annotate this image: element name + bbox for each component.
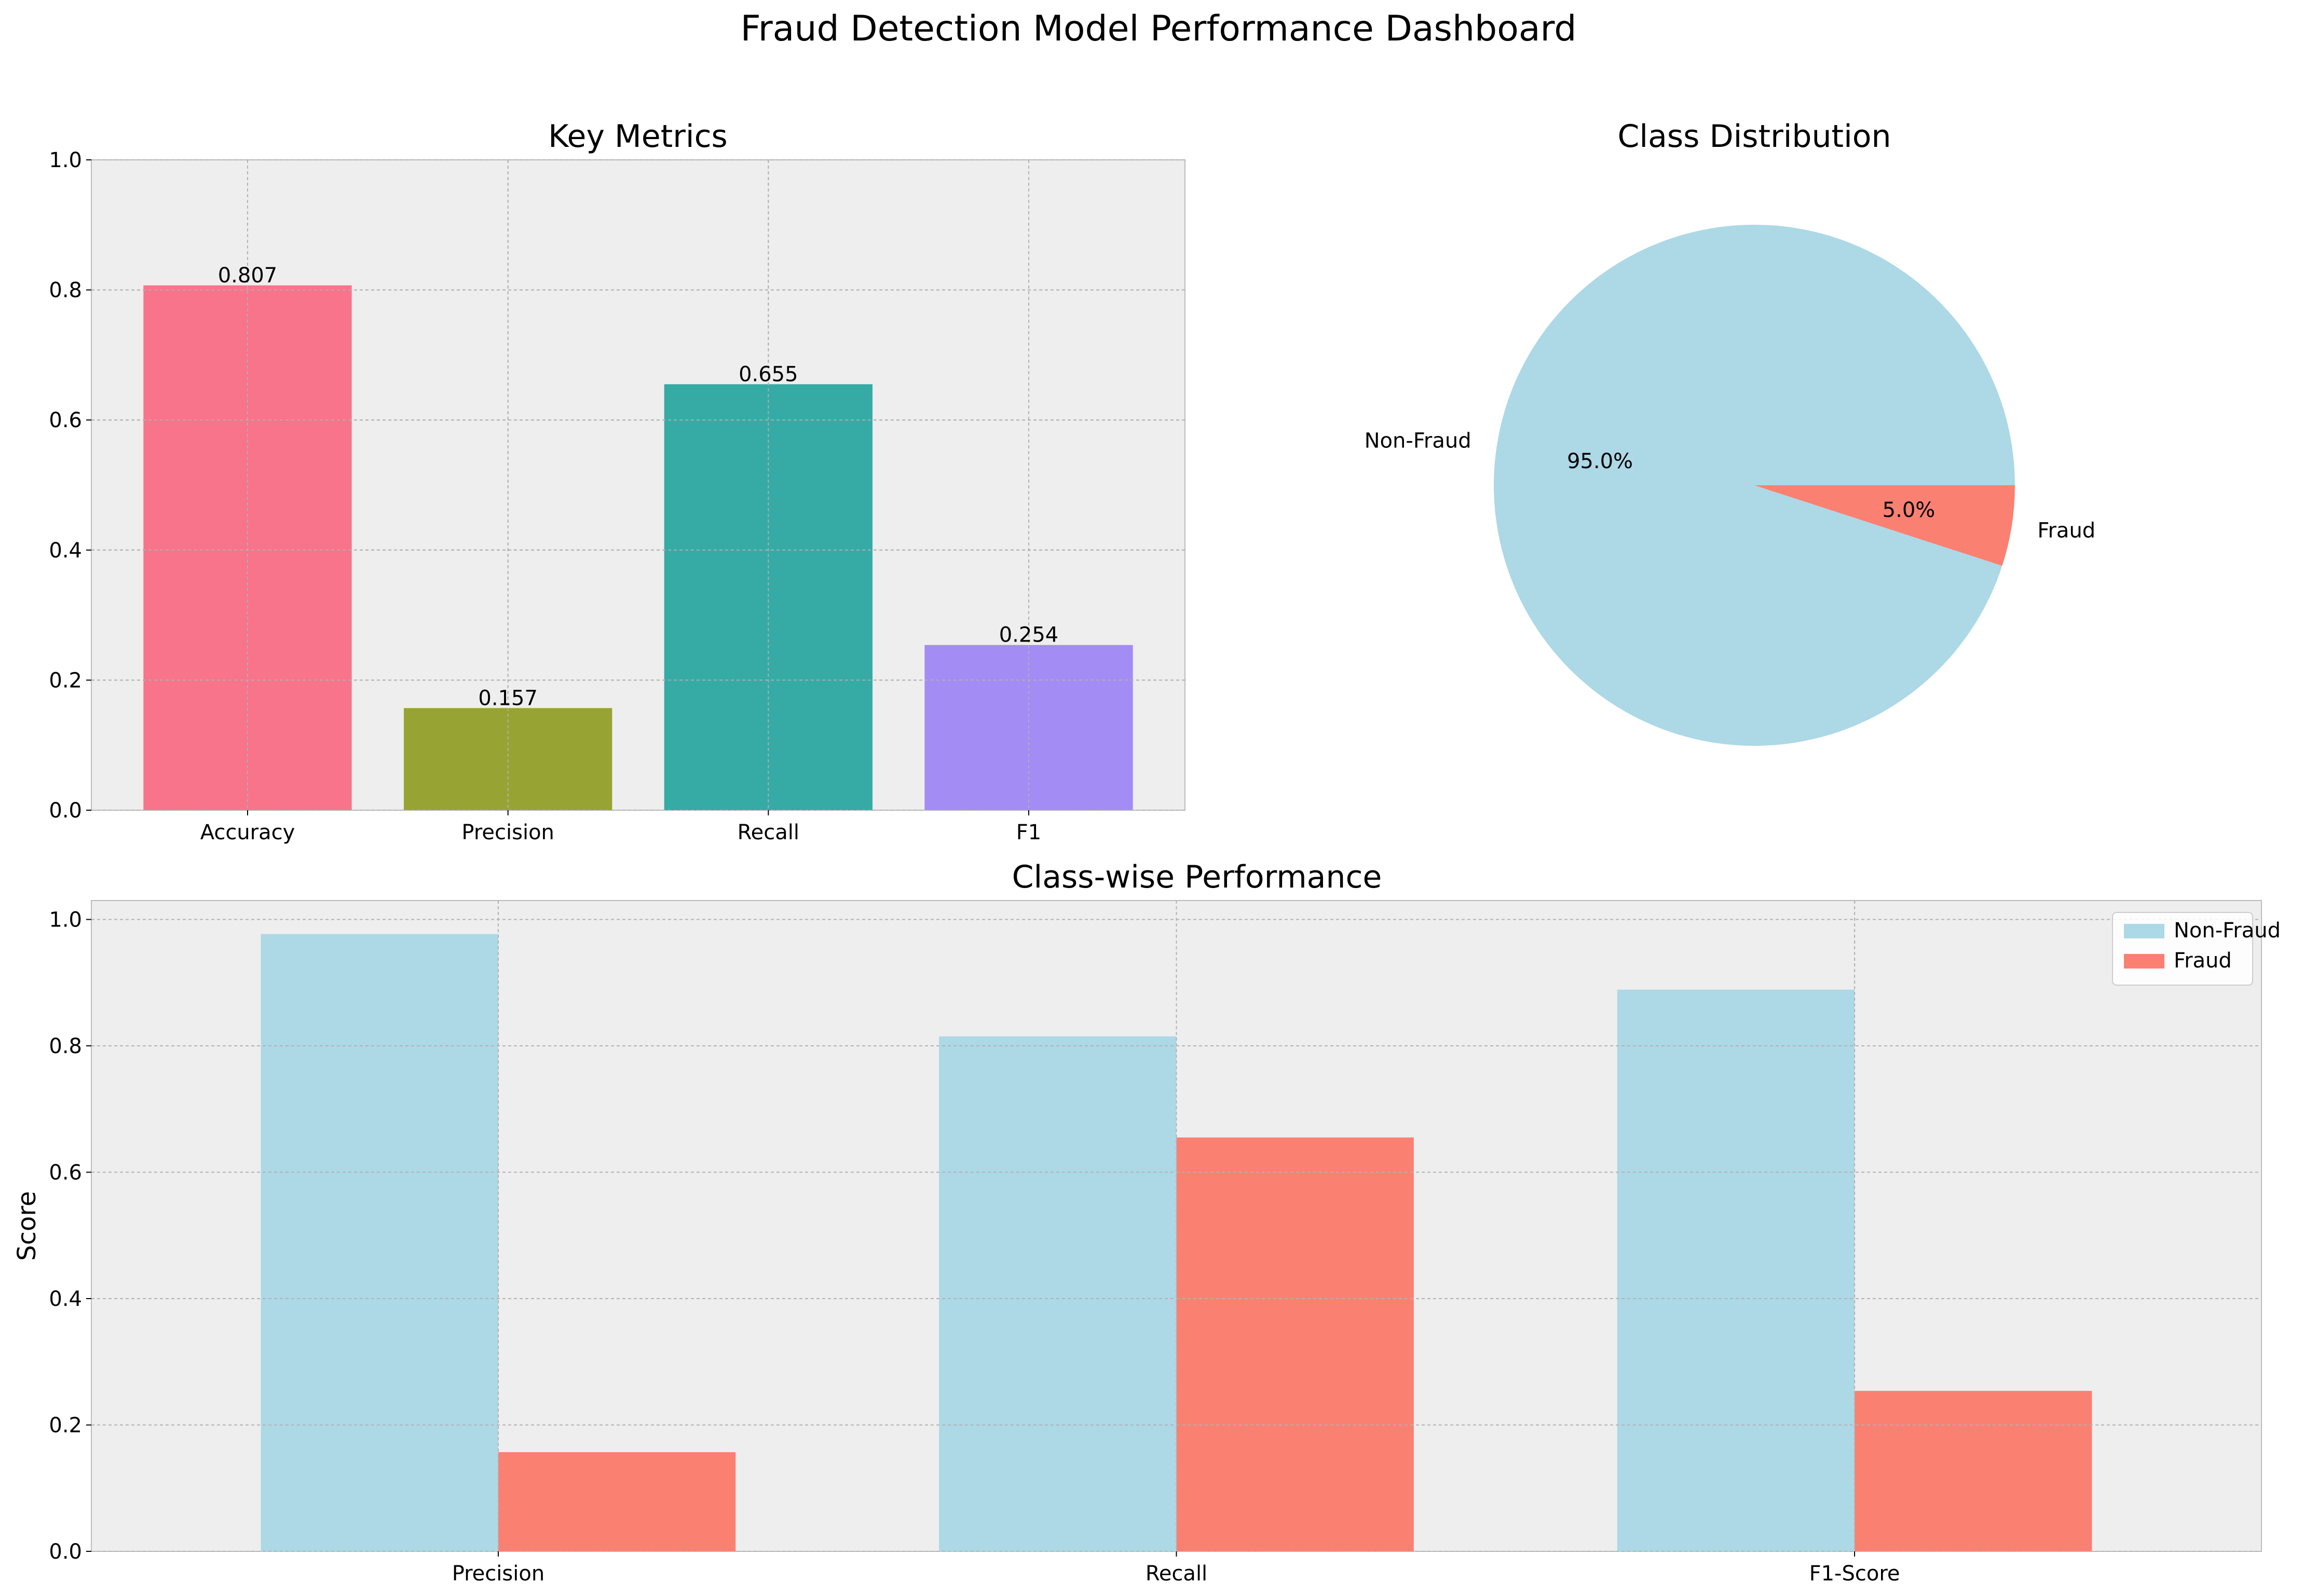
x-tick-label: Recall [1146, 1562, 1207, 1586]
pie-pct-fraud: 5.0% [1883, 498, 1936, 522]
classwise-y-axis-label: Score [12, 1191, 42, 1261]
bar-non-fraud-f1-score [1617, 989, 1855, 1551]
x-tick-label: F1-Score [1809, 1562, 1900, 1586]
data-label-f1: 0.254 [999, 623, 1059, 647]
pie-slice-fraud [1754, 485, 2015, 566]
x-tick-label: Accuracy [200, 821, 295, 844]
data-label-accuracy: 0.807 [218, 264, 278, 288]
pie-slice-non-fraud [1494, 225, 2015, 746]
y-tick-label: 0.8 [49, 1034, 82, 1058]
key-metrics-title: Key Metrics [548, 118, 728, 155]
key-metrics-value-labels: 0.807 0.157 0.655 0.254 [218, 264, 1059, 710]
legend-swatch-fraud [2124, 954, 2164, 968]
classwise-legend: Non-Fraud Fraud [2112, 912, 2281, 986]
y-tick-label: 0.8 [49, 279, 82, 303]
y-tick-label: 0.4 [49, 539, 82, 563]
bar-non-fraud-precision [261, 934, 498, 1551]
x-tick-label: F1 [1016, 821, 1041, 844]
y-tick-label: 0.6 [49, 408, 82, 432]
bar-non-fraud-recall [939, 1036, 1177, 1551]
classwise-title: Class-wise Performance [1012, 859, 1382, 895]
class-distribution-chart: Class Distribution Non-Fraud 95.0% Fraud 5.… [1365, 118, 2095, 746]
pie-label-non-fraud: Non-Fraud [1365, 429, 1471, 453]
key-metrics-chart: Key Metrics 0.0 0.2 0.4 0.6 0.8 1.0 Accuracy Pr… [49, 118, 1185, 844]
x-tick-label: Precision [452, 1562, 544, 1586]
y-tick-label: 1.0 [49, 148, 82, 172]
data-label-recall: 0.655 [739, 362, 798, 386]
x-tick-label: Recall [738, 821, 799, 844]
class-distribution-title: Class Distribution [1618, 118, 1891, 155]
y-tick-label: 0.6 [49, 1161, 82, 1185]
classwise-bars [261, 934, 2092, 1551]
bar-fraud-precision [498, 1452, 736, 1551]
y-tick-label: 0.0 [49, 799, 82, 823]
legend-label-fraud: Fraud [2174, 949, 2232, 973]
classwise-ticks: 0.0 0.2 0.4 0.6 0.8 1.0 Precision Recall F1-Scor… [49, 908, 1900, 1586]
y-tick-label: 0.2 [49, 669, 82, 692]
key-metrics-ticks: 0.0 0.2 0.4 0.6 0.8 1.0 Accuracy Precision Recal… [49, 148, 1041, 844]
y-tick-label: 0.0 [49, 1540, 82, 1564]
y-tick-label: 0.2 [49, 1414, 82, 1438]
class-distribution-pie: Non-Fraud 95.0% Fraud 5.0% [1365, 225, 2095, 746]
y-tick-label: 0.4 [49, 1287, 82, 1311]
classwise-performance-chart: Class-wise Performance Score 0.00.20.40.… [12, 859, 2281, 1586]
legend-label-non-fraud: Non-Fraud [2174, 919, 2281, 943]
pie-pct-non-fraud: 95.0% [1567, 449, 1633, 473]
pie-label-fraud: Fraud [2037, 519, 2095, 542]
dashboard-title: Fraud Detection Model Performance Dashbo… [741, 8, 1577, 49]
legend-swatch-non-fraud [2124, 924, 2164, 938]
bar-fraud-f1-score [1855, 1390, 2092, 1551]
data-label-precision: 0.157 [478, 686, 538, 710]
y-tick-label: 1.0 [49, 908, 82, 932]
bar-fraud-recall [1176, 1137, 1414, 1551]
x-tick-label: Precision [461, 821, 554, 844]
